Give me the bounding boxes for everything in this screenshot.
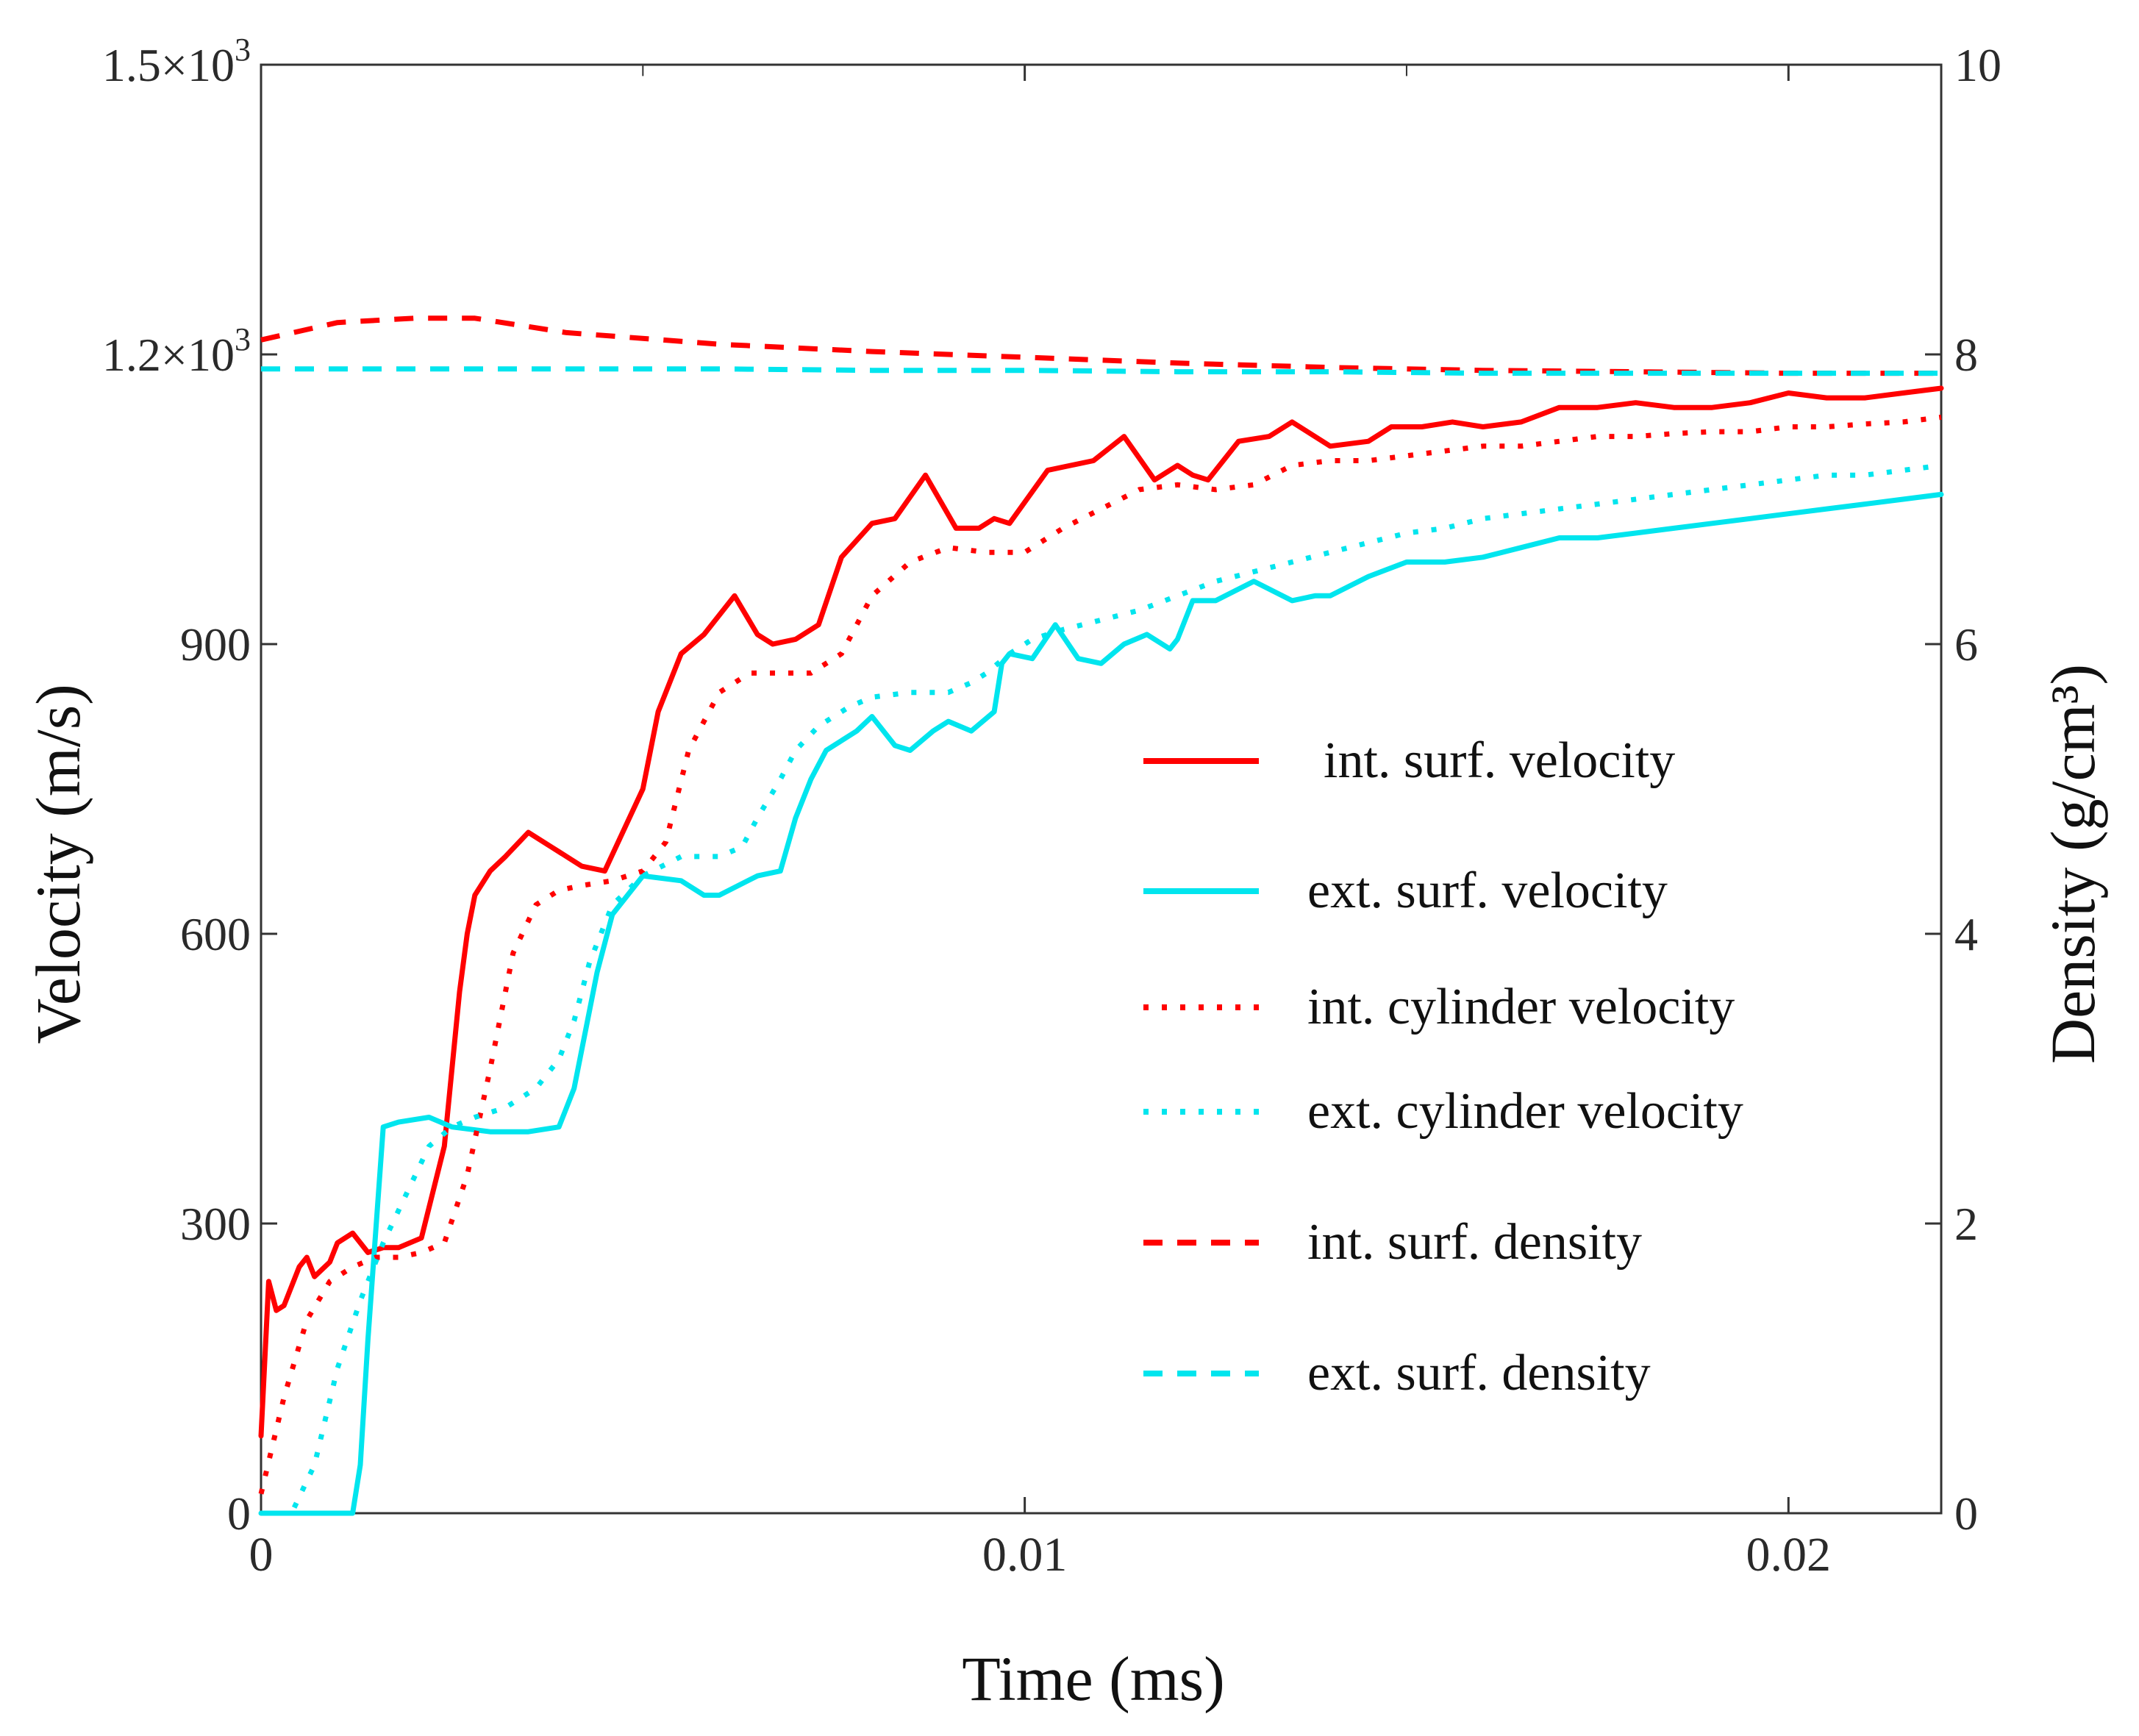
y2-tick-label: 10 [1954,39,2001,91]
y-tick-label: 900 [180,618,251,671]
y2-tick-label: 8 [1954,329,1978,381]
x-tick-label: 0.01 [982,1528,1068,1582]
legend-label-4: int. surf. density [1307,1214,1642,1271]
legend: int. surf. velocity ext. surf. velocity in… [1143,732,1743,1401]
series-line-1 [258,491,1944,1516]
y-tick-label: 300 [180,1198,251,1250]
y-tick-label: 1.5×103 [102,32,251,91]
x-axis-title: Time (ms) [962,1643,1225,1714]
series-line-0 [258,385,1944,1439]
series-layer [258,315,1944,1516]
x-tick-label: 0 [249,1528,274,1582]
y2-tick-label: 2 [1954,1198,1978,1250]
tick-labels: 0 0.01 0.02 0 300 600 900 1.2×103 1.5×103 0 2 4 6 8 10 [102,32,2001,1582]
legend-label-1: ext. surf. velocity [1307,862,1668,919]
y2-axis-title: Density (g/cm³) [2038,664,2108,1064]
y-tick-exponent: 3 [235,32,251,68]
legend-label-5: ext. surf. density [1307,1345,1651,1401]
y-axis-title: Velocity (m/s) [23,684,93,1044]
y2-tick-label: 6 [1954,618,1978,671]
x-tick-label: 0.02 [1746,1528,1832,1582]
y-tick-label: 600 [180,908,251,960]
axis-ticks [260,63,1941,1515]
legend-label-0: int. surf. velocity [1324,732,1675,789]
y-tick-label: 0 [227,1487,251,1540]
y-tick-exponent: 3 [235,321,251,357]
plot-frame [260,63,1943,1515]
legend-label-3: ext. cylinder velocity [1307,1083,1743,1140]
legend-label-2: int. cylinder velocity [1307,979,1735,1035]
series-line-5 [261,366,1941,376]
series-line-4 [260,315,1941,376]
y-tick-label: 1.2×103 [102,321,251,381]
plot-area-border [260,63,1943,1515]
y2-tick-label: 0 [1954,1487,1978,1540]
y2-tick-label: 4 [1954,908,1978,960]
series-line-2 [258,414,1942,1495]
